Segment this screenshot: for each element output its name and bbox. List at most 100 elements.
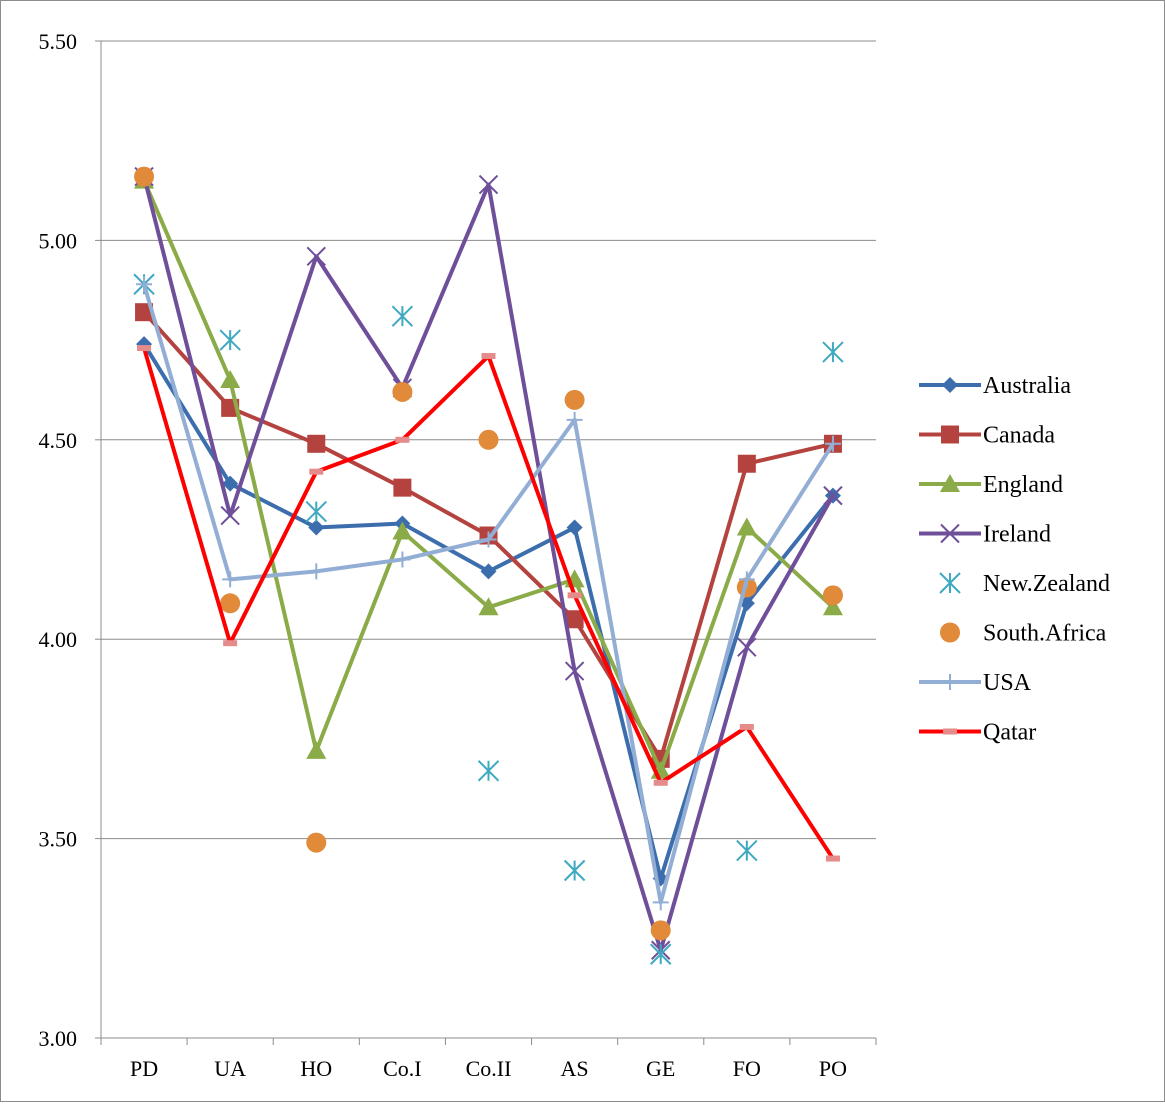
x-tick-label: GE bbox=[646, 1056, 675, 1081]
data-point-australia bbox=[308, 519, 325, 536]
legend-marker bbox=[941, 425, 959, 444]
legend-item-qatar: Qatar bbox=[919, 720, 1036, 746]
data-point-qatar bbox=[137, 345, 152, 352]
data-point-ireland bbox=[737, 637, 757, 657]
data-point-south-africa bbox=[564, 389, 585, 410]
data-point-england bbox=[736, 517, 757, 536]
data-point-usa bbox=[136, 276, 153, 293]
y-tick-label: 4.00 bbox=[39, 627, 78, 652]
data-point-usa bbox=[652, 894, 669, 911]
data-point-qatar bbox=[739, 723, 754, 730]
data-point-south-africa bbox=[306, 832, 327, 853]
data-point-canada bbox=[393, 478, 412, 497]
series-usa bbox=[136, 276, 841, 911]
data-point-qatar bbox=[481, 353, 496, 360]
legend-marker bbox=[940, 622, 960, 643]
data-point-new-zealand bbox=[563, 859, 586, 882]
data-point-canada bbox=[565, 610, 584, 629]
data-point-england bbox=[392, 521, 413, 540]
data-point-south-africa bbox=[392, 381, 413, 402]
y-tick-label: 4.50 bbox=[39, 428, 78, 453]
data-point-usa bbox=[308, 563, 325, 580]
data-point-new-zealand bbox=[391, 305, 414, 327]
data-point-new-zealand bbox=[650, 943, 672, 965]
data-point-ireland bbox=[564, 661, 585, 681]
legend-label: Canada bbox=[983, 423, 1055, 449]
data-point-qatar bbox=[825, 855, 840, 862]
data-point-usa bbox=[480, 531, 497, 548]
x-tick-label: FO bbox=[733, 1056, 761, 1081]
data-point-new-zealand bbox=[305, 500, 327, 523]
data-point-usa bbox=[222, 571, 239, 588]
series-qatar bbox=[137, 345, 840, 862]
data-point-south-africa bbox=[650, 920, 671, 941]
data-point-england bbox=[306, 740, 327, 759]
legend-marker bbox=[939, 572, 961, 594]
data-point-south-africa bbox=[822, 585, 843, 606]
data-point-england bbox=[478, 597, 499, 616]
legend-marker bbox=[942, 377, 958, 393]
data-point-qatar bbox=[309, 468, 324, 475]
legend-item-south-africa: South.Africa bbox=[940, 621, 1107, 647]
data-point-ireland bbox=[306, 246, 326, 267]
data-point-ireland bbox=[823, 485, 843, 506]
data-point-new-zealand bbox=[822, 341, 844, 363]
axes: 3.00 3.50 4.00 4.50 5.00 5.50 PD UA HO Co.I Co.II A… bbox=[39, 29, 877, 1081]
legend-item-usa: USA bbox=[919, 670, 1032, 696]
legend-marker bbox=[942, 674, 958, 690]
legend: Australia Canada England Ireland New.Zealand… bbox=[919, 373, 1110, 746]
legend-marker bbox=[940, 523, 960, 544]
data-point-usa bbox=[566, 411, 583, 428]
y-tick-label: 3.50 bbox=[39, 827, 78, 852]
data-point-qatar bbox=[395, 436, 410, 443]
legend-label: Qatar bbox=[983, 720, 1036, 746]
data-point-qatar bbox=[223, 640, 238, 647]
legend-label: USA bbox=[983, 670, 1032, 696]
data-point-new-zealand bbox=[736, 839, 758, 862]
x-tick-label: Co.I bbox=[383, 1056, 422, 1081]
legend-label: Ireland bbox=[983, 522, 1051, 548]
y-tick-label: 3.00 bbox=[39, 1026, 78, 1051]
series bbox=[133, 166, 844, 965]
data-point-usa bbox=[824, 435, 841, 452]
legend-marker bbox=[940, 474, 960, 492]
data-point-england bbox=[822, 597, 843, 616]
data-point-qatar bbox=[653, 779, 668, 786]
legend-label: Australia bbox=[983, 373, 1071, 399]
x-tick-label: Co.II bbox=[466, 1056, 512, 1081]
data-point-usa bbox=[394, 551, 411, 568]
y-tick-label: 5.50 bbox=[39, 29, 78, 54]
series-line-usa bbox=[142, 283, 835, 905]
data-point-australia bbox=[222, 475, 239, 492]
data-point-south-africa bbox=[478, 429, 499, 450]
x-tick-label: UA bbox=[214, 1056, 246, 1081]
x-tick-label: AS bbox=[561, 1056, 589, 1081]
data-point-ireland bbox=[478, 174, 499, 195]
legend-label: New.Zealand bbox=[983, 571, 1110, 597]
data-point-new-zealand bbox=[477, 760, 500, 782]
data-point-usa bbox=[738, 571, 755, 588]
legend-label: South.Africa bbox=[983, 621, 1107, 647]
data-point-new-zealand bbox=[219, 329, 241, 351]
x-tick-label: HO bbox=[300, 1056, 332, 1081]
series-south-africa bbox=[134, 166, 843, 941]
data-point-england bbox=[220, 369, 241, 388]
legend-item-canada: Canada bbox=[919, 423, 1055, 449]
data-point-south-africa bbox=[220, 593, 241, 614]
data-point-ireland bbox=[220, 505, 240, 526]
data-point-australia bbox=[566, 519, 583, 536]
data-point-canada bbox=[737, 454, 756, 473]
legend-marker bbox=[943, 728, 957, 735]
x-tick-label: PO bbox=[819, 1056, 847, 1081]
legend-item-england: England bbox=[919, 472, 1063, 498]
legend-item-australia: Australia bbox=[919, 373, 1071, 399]
legend-item-ireland: Ireland bbox=[919, 522, 1051, 548]
x-tick-label: PD bbox=[130, 1056, 158, 1081]
y-tick-label: 5.00 bbox=[39, 228, 78, 253]
legend-item-new-zealand: New.Zealand bbox=[939, 571, 1110, 597]
series-england bbox=[134, 170, 843, 779]
series-line-england bbox=[142, 179, 835, 773]
data-point-south-africa bbox=[134, 166, 155, 187]
